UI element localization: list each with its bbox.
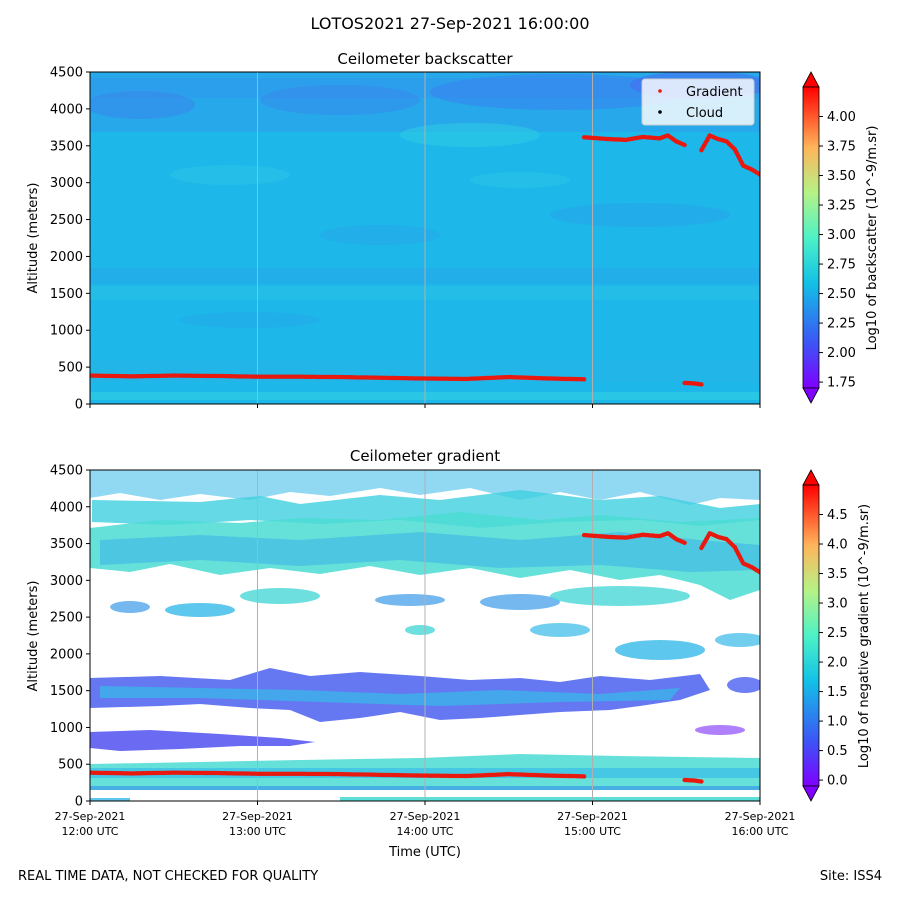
y-tick-label: 0 [75,398,83,413]
colorbar-tick-label: 4.0 [827,538,848,553]
x-tick-label-time: 15:00 UTC [564,825,621,838]
colorbar1-label: Log10 of backscatter (10^-9/m.sr) [865,126,880,351]
gradient-ylabel: Altitude (meters) [26,581,41,692]
y-tick-label: 3500 [50,139,83,154]
colorbar-tick-label: 0.5 [827,744,848,759]
x-tick-label-date: 27-Sep-2021 [222,810,293,823]
figure-title: LOTOS2021 27-Sep-2021 16:00:00 [310,14,590,33]
x-axis-label: Time (UTC) [388,845,461,860]
gradient-point [757,172,760,177]
x-tick-label-date: 27-Sep-2021 [725,810,796,823]
colorbar-tick-label: 2.00 [827,346,856,361]
y-tick-label: 500 [58,758,83,773]
colorbar-tick-label: 1.0 [827,715,848,730]
y-tick-label: 2000 [50,250,83,265]
gradient-point [699,779,704,784]
gradient-y-axis: 0 500 1000 1500 2000 2500 3000 3500 4000 4500 [50,464,90,810]
colorbar-tick-label: 4.5 [827,508,848,523]
gradient-point [682,540,687,545]
x-tick-label-time: 14:00 UTC [396,825,453,838]
y-tick-label: 4000 [50,500,83,515]
colorbar-tick-label: 3.25 [827,199,856,214]
backscatter-title: Ceilometer backscatter [337,50,513,68]
y-tick-label: 4500 [50,464,83,479]
quality-disclaimer: REAL TIME DATA, NOT CHECKED FOR QUALITY [18,869,319,884]
y-tick-label: 1000 [50,721,83,736]
colorbar-tick-label: 2.75 [827,258,856,273]
backscatter-panel: Ceilometer backscatter 0 500 1000 1500 2000 2… [26,50,880,413]
y-tick-label: 500 [58,361,83,376]
colorbar2-label-text: Log10 of negative gradient (10^-9/m.sr) [857,504,872,768]
y-tick-label: 0 [75,795,83,810]
y-tick-label: 2500 [50,213,83,228]
x-tick-label-time: 16:00 UTC [731,825,788,838]
colorbar-tick-label: 2.5 [827,626,848,641]
colorbar-tick-label: 2.0 [827,656,848,671]
y-tick-label: 1000 [50,324,83,339]
colorbar-tick-label: 3.5 [827,567,848,582]
y-tick-label: 1500 [50,684,83,699]
legend-cloud-label: Cloud [686,106,723,121]
backscatter-y-axis: 0 500 1000 1500 2000 2500 3000 3500 4000 4500 [50,66,90,413]
gradient-point [581,774,587,779]
backscatter-gridlines [257,72,593,404]
colorbar2-min-arrow [802,785,820,802]
gradient-point [581,377,587,382]
x-tick-label-date: 27-Sep-2021 [390,810,461,823]
gradient-field [90,470,760,801]
legend-gradient-marker [658,89,662,93]
y-tick-label: 4000 [50,102,83,117]
x-tick-label-time: 12:00 UTC [61,825,118,838]
y-tick-label: 2500 [50,611,83,626]
colorbar-tick-label: 1.75 [827,376,856,391]
legend-gradient-label: Gradient [686,85,743,100]
colorbar1-min-arrow [802,387,820,404]
gradient-colorbar: 0.0 0.5 1.0 1.5 2.0 2.5 3.0 3.5 4.0 4.5 Log10 of … [802,469,872,802]
colorbar-tick-label: 3.75 [827,140,856,155]
legend: Gradient Cloud [641,78,755,126]
x-tick-label-time: 13:00 UTC [229,825,286,838]
colorbar2-ticks: 0.0 0.5 1.0 1.5 2.0 2.5 3.0 3.5 4.0 4.5 [819,508,848,789]
colorbar1-bar [802,86,820,389]
colorbar1-max-arrow [802,71,820,88]
gradient-gradient-markers [90,531,760,784]
colorbar-tick-label: 4.00 [827,110,856,125]
site-label: Site: ISS4 [819,869,882,884]
colorbar-tick-label: 3.50 [827,169,856,184]
gradient-point [682,142,687,148]
colorbar2-bar [802,484,820,787]
y-tick-label: 4500 [50,66,83,81]
legend-box [641,78,755,126]
x-tick-label-date: 27-Sep-2021 [557,810,628,823]
colorbar2-max-arrow [802,469,820,486]
colorbar2-label: Log10 of negative gradient (10^-9/m.sr) [857,504,872,768]
y-tick-label: 1500 [50,287,83,302]
gradient-point [699,382,704,387]
colorbar-tick-label: 2.50 [827,287,856,302]
colorbar-tick-label: 3.00 [827,228,856,243]
legend-cloud-marker [658,110,662,114]
x-tick-label-date: 27-Sep-2021 [55,810,126,823]
y-tick-label: 3500 [50,537,83,552]
y-tick-label: 3000 [50,176,83,191]
backscatter-gradient-markers [90,133,760,387]
gradient-gridlines [257,470,593,801]
y-tick-label: 2000 [50,647,83,662]
backscatter-ylabel: Altitude (meters) [26,183,41,294]
colorbar-tick-label: 3.0 [827,597,848,612]
colorbar-tick-label: 0.0 [827,774,848,789]
gradient-panel: Ceilometer gradient [26,447,872,860]
gradient-point [757,570,760,575]
gradient-title: Ceilometer gradient [350,447,500,465]
y-tick-label: 3000 [50,574,83,589]
colorbar1-ticks: 1.75 2.00 2.25 2.50 2.75 3.00 3.25 3.50 3.75 4.00 [819,110,856,391]
backscatter-colorbar: 1.75 2.00 2.25 2.50 2.75 3.00 3.25 3.50 3.75 4.00… [802,71,880,404]
colorbar1-label-text: Log10 of backscatter (10^-9/m.sr) [865,126,880,351]
colorbar-tick-label: 2.25 [827,317,856,332]
colorbar-tick-label: 1.5 [827,685,848,700]
backscatter-x-ticks [89,404,761,408]
gradient-x-ticks: 27-Sep-2021 12:00 UTC 27-Sep-2021 13:00 UTC… [55,801,796,838]
